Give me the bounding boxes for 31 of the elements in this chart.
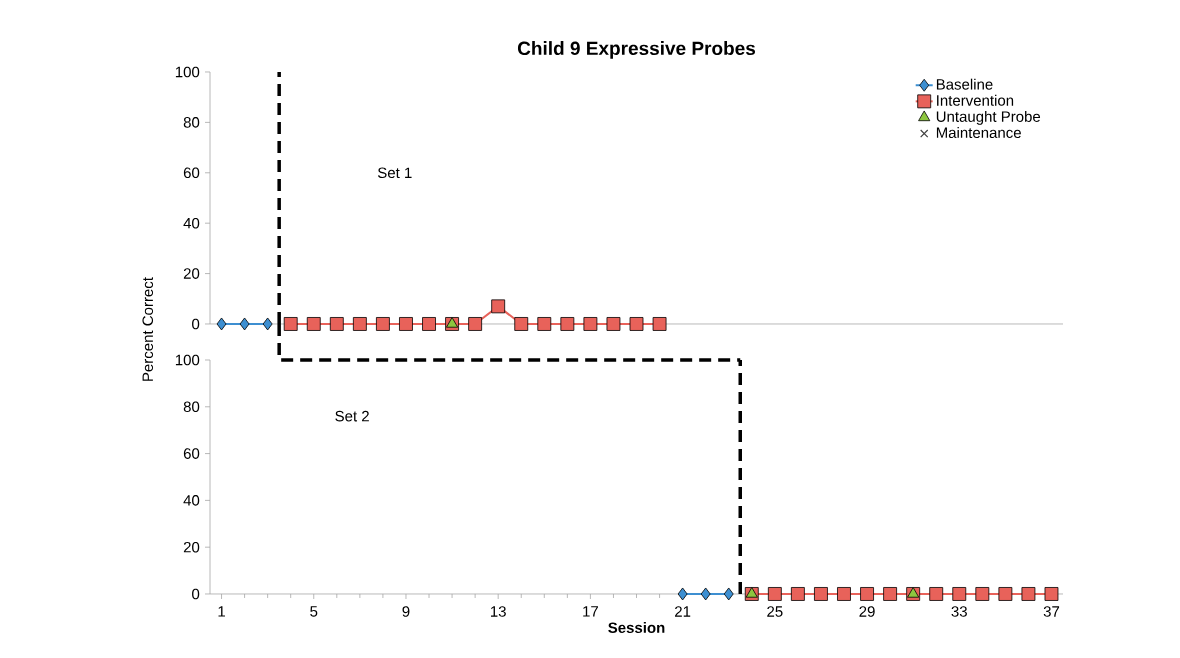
legend-label: Maintenance bbox=[936, 126, 1021, 139]
x-tick-label: 37 bbox=[1043, 606, 1060, 617]
y-tick-label: 40 bbox=[183, 495, 200, 506]
legend-label: Baseline bbox=[936, 78, 993, 90]
x-axis-title: Session bbox=[608, 622, 665, 634]
y-axis-title: Percent Correct bbox=[142, 277, 154, 381]
y-tick-label: 20 bbox=[183, 268, 200, 279]
x-tick-label: 17 bbox=[583, 606, 598, 617]
y-tick-label: 80 bbox=[183, 401, 200, 413]
y-tick-label: 100 bbox=[175, 66, 200, 78]
x-tick-label: 29 bbox=[859, 606, 875, 617]
y-tick-label: 100 bbox=[175, 354, 200, 366]
y-tick-label: 20 bbox=[183, 541, 200, 553]
chart-title: Child 9 Expressive Probes bbox=[517, 41, 756, 59]
annotation: Set 2 bbox=[335, 410, 369, 422]
x-tick-label: 21 bbox=[675, 606, 691, 617]
annotation: Set 1 bbox=[377, 167, 412, 179]
x-tick-label: 13 bbox=[490, 606, 506, 617]
y-tick-label: 0 bbox=[192, 588, 200, 600]
x-tick-label: 25 bbox=[767, 606, 783, 617]
x-tick-label: 1 bbox=[218, 606, 225, 617]
y-tick-label: 80 bbox=[183, 117, 200, 128]
y-tick-label: 40 bbox=[183, 217, 200, 229]
x-tick-label: 33 bbox=[951, 606, 967, 617]
x-tick-label: 5 bbox=[310, 606, 318, 617]
x-tick-label: 9 bbox=[402, 606, 410, 617]
y-tick-label: 0 bbox=[192, 318, 200, 330]
y-tick-label: 60 bbox=[183, 448, 200, 459]
y-tick-label: 60 bbox=[183, 167, 200, 179]
legend-label: Untaught Probe bbox=[936, 110, 1041, 125]
legend-label: Intervention bbox=[937, 94, 1014, 106]
